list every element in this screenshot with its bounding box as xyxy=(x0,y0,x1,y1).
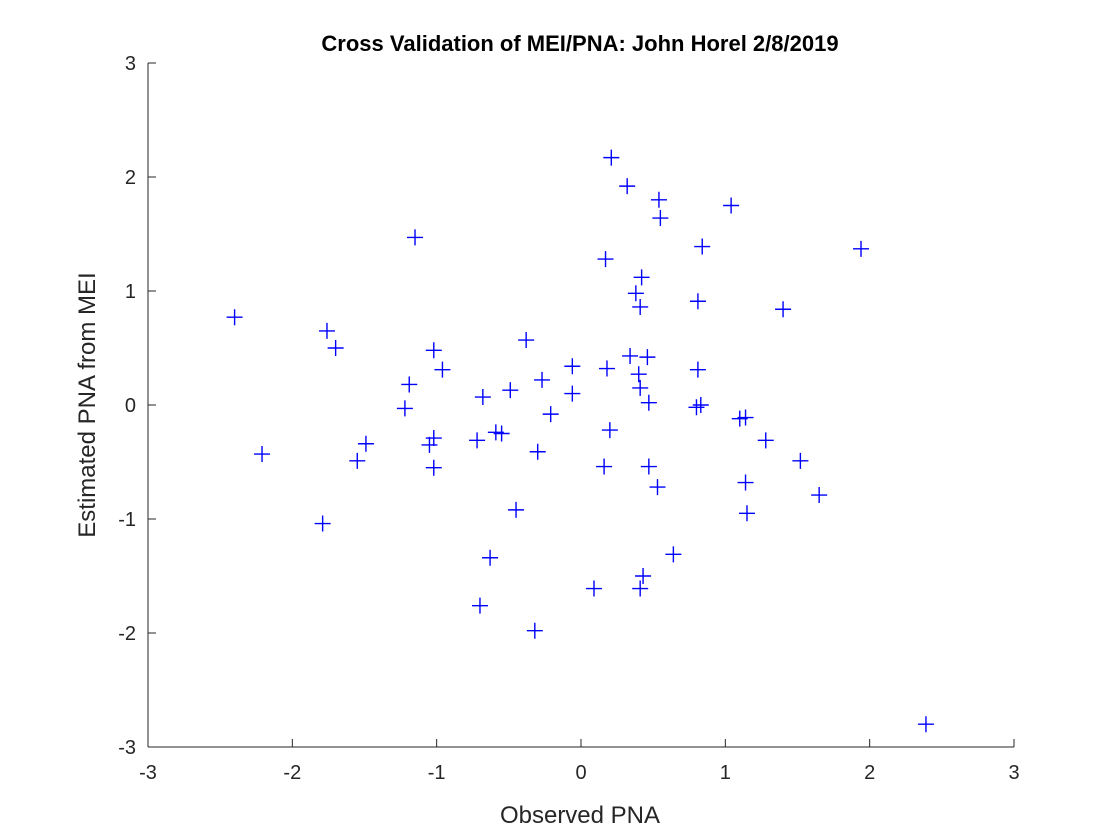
data-point xyxy=(652,210,669,227)
scatter-markers xyxy=(226,149,934,733)
y-tick-label: 1 xyxy=(125,281,136,303)
data-point xyxy=(627,285,644,302)
data-point xyxy=(775,301,792,318)
data-point xyxy=(425,342,442,359)
data-point xyxy=(619,178,636,195)
data-point xyxy=(632,298,649,315)
data-point xyxy=(425,430,442,447)
data-point xyxy=(493,425,510,442)
data-point xyxy=(723,197,740,214)
data-point xyxy=(694,238,711,255)
data-point xyxy=(254,446,271,463)
data-point xyxy=(482,549,499,566)
data-point xyxy=(757,432,774,449)
data-point xyxy=(396,400,413,417)
data-point xyxy=(689,293,706,310)
data-point xyxy=(917,716,934,733)
x-tick-label: 0 xyxy=(575,762,586,784)
y-tick-label: 2 xyxy=(125,167,136,189)
chart-title: Cross Validation of MEI/PNA: John Horel … xyxy=(321,31,838,56)
data-point xyxy=(226,309,243,326)
data-point xyxy=(692,397,709,413)
y-axis-label: Estimated PNA from MEI xyxy=(74,272,101,537)
data-point xyxy=(737,474,754,491)
y-tick-label: 0 xyxy=(125,395,136,417)
x-tick-label: 2 xyxy=(864,762,875,784)
x-tick-label: 3 xyxy=(1008,762,1019,784)
data-point xyxy=(502,382,519,399)
y-tick-label: -3 xyxy=(118,737,136,759)
data-point xyxy=(526,622,543,639)
data-point xyxy=(640,394,657,411)
data-point xyxy=(630,366,647,383)
x-tick-label: -2 xyxy=(283,762,301,784)
x-tick-label: 1 xyxy=(720,762,731,784)
data-point xyxy=(474,389,491,406)
data-point xyxy=(407,229,424,246)
data-point xyxy=(689,361,706,378)
data-point xyxy=(597,251,614,268)
y-tick-label: -1 xyxy=(118,509,136,531)
data-point xyxy=(639,349,656,366)
data-point xyxy=(529,443,546,460)
data-point xyxy=(598,360,615,377)
data-point xyxy=(596,458,613,475)
data-point xyxy=(349,452,366,469)
x-axis-label: Observed PNA xyxy=(500,802,660,829)
data-point xyxy=(318,322,335,339)
data-point xyxy=(314,515,331,532)
data-point xyxy=(564,385,581,402)
data-point xyxy=(564,358,581,375)
data-point xyxy=(737,409,754,426)
data-point xyxy=(640,458,657,475)
data-point xyxy=(853,240,870,257)
data-point xyxy=(434,361,451,378)
data-point xyxy=(421,436,438,453)
data-point xyxy=(542,406,559,423)
data-point xyxy=(518,332,535,349)
y-tick-label: 3 xyxy=(125,53,136,75)
data-point xyxy=(665,546,682,563)
data-point xyxy=(508,501,525,518)
data-point xyxy=(534,371,551,388)
x-tick-label: -3 xyxy=(139,762,157,784)
data-point xyxy=(401,376,418,393)
data-point xyxy=(471,597,488,614)
data-point xyxy=(811,487,828,504)
data-point xyxy=(425,459,442,476)
data-point xyxy=(635,568,652,584)
data-point xyxy=(622,347,639,364)
data-point xyxy=(632,379,649,396)
data-point xyxy=(792,452,809,469)
data-point xyxy=(601,422,618,439)
data-point xyxy=(649,479,666,496)
axis-ticks: -3 -2 -1 0 1 2 3 -3 -2 -1 0 1 2 3 xyxy=(118,53,1019,784)
data-point xyxy=(327,340,344,356)
data-point xyxy=(585,580,602,597)
y-tick-label: -2 xyxy=(118,623,136,645)
x-tick-label: -1 xyxy=(428,762,446,784)
data-point xyxy=(603,149,620,166)
data-point xyxy=(633,269,650,286)
data-point xyxy=(650,191,667,208)
data-point xyxy=(469,432,486,449)
data-point xyxy=(738,505,755,522)
data-point xyxy=(688,399,705,416)
data-point xyxy=(632,580,649,597)
data-point xyxy=(357,435,374,452)
